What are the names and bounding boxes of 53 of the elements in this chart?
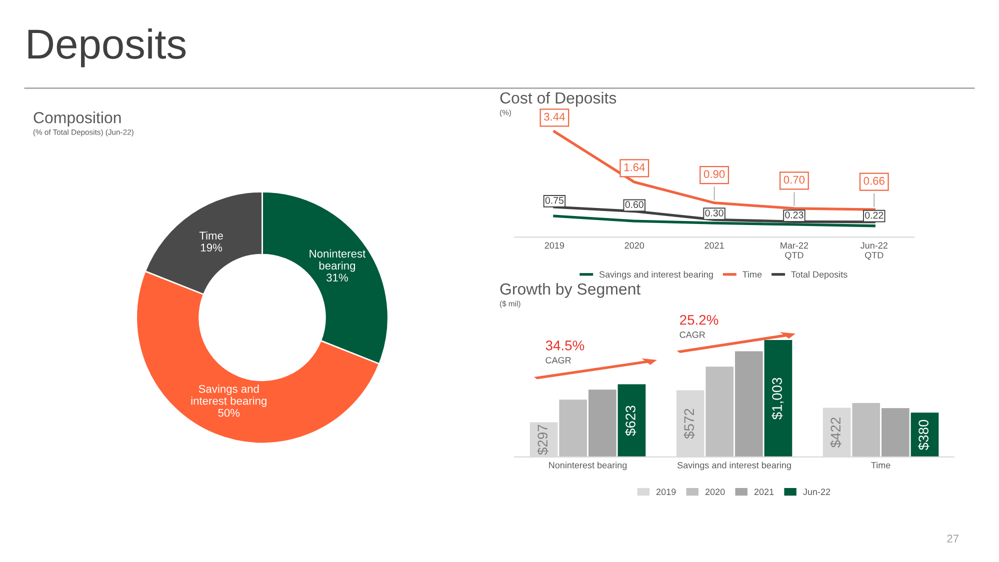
data-label: 50%: [218, 408, 240, 417]
text: 25.2%: [680, 314, 718, 325]
annotation: CAGR: [546, 357, 571, 364]
data-label: 0.66: [864, 176, 884, 185]
data-label: 0.75: [545, 196, 564, 204]
chart-title: Growth by Segment: [500, 282, 641, 298]
data-label: $297: [537, 424, 548, 455]
data-label: 0.23: [785, 212, 804, 218]
bar: [882, 408, 910, 457]
data-label: $572: [684, 408, 695, 439]
x-tick-label: Savings and interest bearing: [677, 462, 791, 470]
bar: [764, 340, 792, 457]
x-tick-label: Jun-22 QTD: [860, 242, 888, 260]
data-label: $422: [830, 418, 842, 448]
legend-label: Total Deposits: [791, 271, 848, 280]
slice-label: Time: [199, 231, 223, 240]
data-label: $380: [918, 420, 930, 450]
bar: [852, 402, 880, 457]
x-tick-label: 2021: [704, 242, 724, 249]
data-label: 0.30: [705, 210, 724, 216]
data-label: 19%: [201, 244, 222, 252]
data-label: $1,003: [772, 378, 784, 420]
text: Deposits: [28, 28, 186, 68]
x-tick-label: Noninterest bearing: [549, 462, 627, 470]
bar: [588, 390, 616, 457]
data-label: 0.60: [625, 201, 644, 208]
x-tick-label: Mar-22 QTD: [780, 242, 808, 260]
x-tick-label: 2019: [544, 242, 564, 249]
data-label: 0.22: [865, 212, 884, 219]
text: 27: [947, 534, 958, 542]
data-label: 3.44: [544, 112, 565, 121]
x-tick-label: 2020: [624, 242, 644, 249]
slice-label: Savings and interest bearing: [191, 384, 266, 407]
data-label: 0.90: [704, 170, 725, 178]
bar: [735, 351, 763, 457]
data-label: $623: [625, 406, 636, 436]
chart-title: Cost of Deposits: [500, 92, 616, 107]
x-tick-label: Time: [871, 462, 890, 468]
data-label: 31%: [326, 274, 348, 282]
legend-label: Jun-22: [803, 488, 830, 496]
chart-title: Composition: [34, 112, 121, 126]
data-label: 1.64: [624, 163, 645, 172]
text: CAGR: [680, 332, 705, 338]
bar: [706, 366, 734, 457]
legend-label: 2021: [754, 488, 774, 496]
legend-label: 2019: [656, 488, 676, 496]
legend-label: Time: [742, 271, 762, 278]
bar: [618, 384, 646, 457]
legend-label: Savings and interest bearing: [599, 271, 713, 280]
data-label: 0.70: [784, 176, 805, 184]
legend-label: 2020: [705, 488, 725, 496]
bar: [559, 400, 588, 457]
annotation: 34.5%: [546, 340, 584, 350]
